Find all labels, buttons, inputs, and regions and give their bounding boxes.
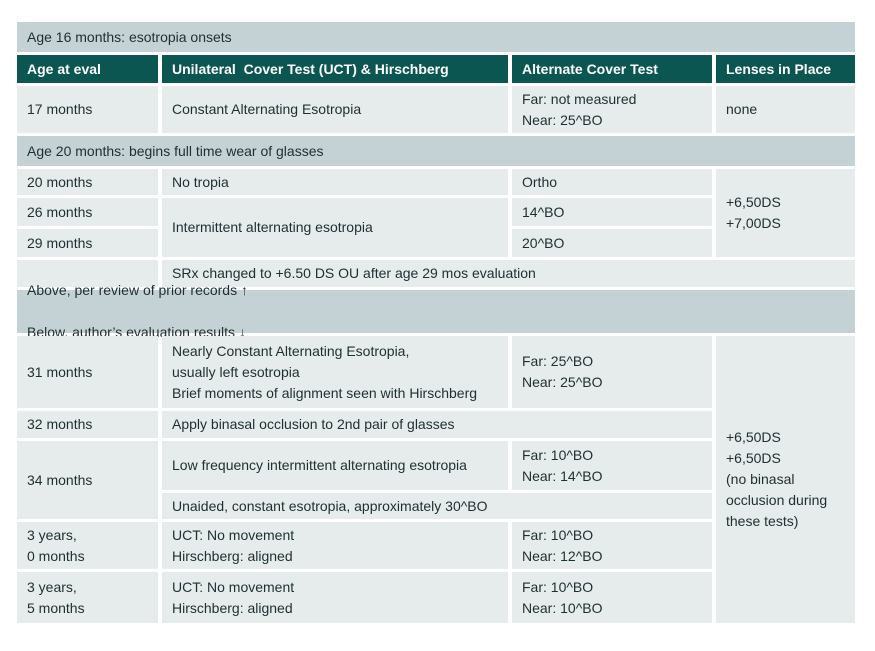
- cell-32mo-binasal-note: Apply binasal occlusion to 2nd pair of g…: [162, 411, 712, 438]
- section-band-age-16-months: Age 16 months: esotropia onsets: [17, 22, 855, 52]
- cell-20mo-uct: No tropia: [162, 169, 508, 195]
- column-header-alternate-cover-test: Alternate Cover Test: [512, 55, 712, 83]
- cell-20-29mo-lenses-merged: +6,50DS +7,00DS: [716, 169, 855, 257]
- cell-srx-change-note: SRx changed to +6.50 DS OU after age 29 …: [162, 260, 855, 287]
- cell-26-29mo-uct-merged: Intermittent alternating esotropia: [162, 198, 508, 257]
- cell-29mo-age: 29 months: [17, 229, 158, 257]
- cell-17mo-age: 17 months: [17, 86, 158, 133]
- cell-31mo-3y5mo-lenses-merged: +6,50DS +6,50DS (no binasal occlusion du…: [716, 336, 855, 623]
- cell-20mo-age: 20 months: [17, 169, 158, 195]
- cell-3y0mo-uct: UCT: No movement Hirschberg: aligned: [162, 522, 508, 569]
- cell-3y5mo-age: 3 years, 5 months: [17, 572, 158, 623]
- records-divider-line-above: Above, per review of prior records ↑: [27, 282, 248, 298]
- cell-17mo-act: Far: not measured Near: 25^BO: [512, 86, 712, 133]
- cell-32mo-age: 32 months: [17, 411, 158, 438]
- cell-26mo-act: 14^BO: [512, 198, 712, 226]
- esotropia-timeline-table: Age 16 months: esotropia onsets Age at e…: [17, 22, 855, 623]
- cell-17mo-uct: Constant Alternating Esotropia: [162, 86, 508, 133]
- cell-31mo-age: 31 months: [17, 336, 158, 408]
- cell-3y5mo-act: Far: 10^BO Near: 10^BO: [512, 572, 712, 623]
- section-band-records-divider: Above, per review of prior records ↑ Bel…: [17, 282, 855, 340]
- cell-31mo-uct: Nearly Constant Alternating Esotropia, u…: [162, 336, 508, 408]
- cell-34mo-act: Far: 10^BO Near: 14^BO: [512, 441, 712, 490]
- cell-34mo-age: 34 months: [17, 441, 158, 519]
- column-header-age-at-eval: Age at eval: [17, 55, 158, 83]
- cell-srx-age-empty: [17, 260, 158, 287]
- column-header-unilateral-cover-test: Unilateral Cover Test (UCT) & Hirschberg: [162, 55, 508, 83]
- cell-17mo-lenses: none: [716, 86, 855, 133]
- cell-3y5mo-uct: UCT: No movement Hirschberg: aligned: [162, 572, 508, 623]
- cell-26mo-age: 26 months: [17, 198, 158, 226]
- cell-3y0mo-act: Far: 10^BO Near: 12^BO: [512, 522, 712, 569]
- column-header-lenses-in-place: Lenses in Place: [716, 55, 855, 83]
- cell-34mo-uct: Low frequency intermittent alternating e…: [162, 441, 508, 490]
- section-band-age-20-months: Age 20 months: begins full time wear of …: [17, 136, 855, 166]
- cell-29mo-act: 20^BO: [512, 229, 712, 257]
- cell-20mo-act: Ortho: [512, 169, 712, 195]
- cell-31mo-act: Far: 25^BO Near: 25^BO: [512, 336, 712, 408]
- cell-3y0mo-age: 3 years, 0 months: [17, 522, 158, 569]
- cell-34mo-unaided-note: Unaided, constant esotropia, approximate…: [162, 493, 712, 519]
